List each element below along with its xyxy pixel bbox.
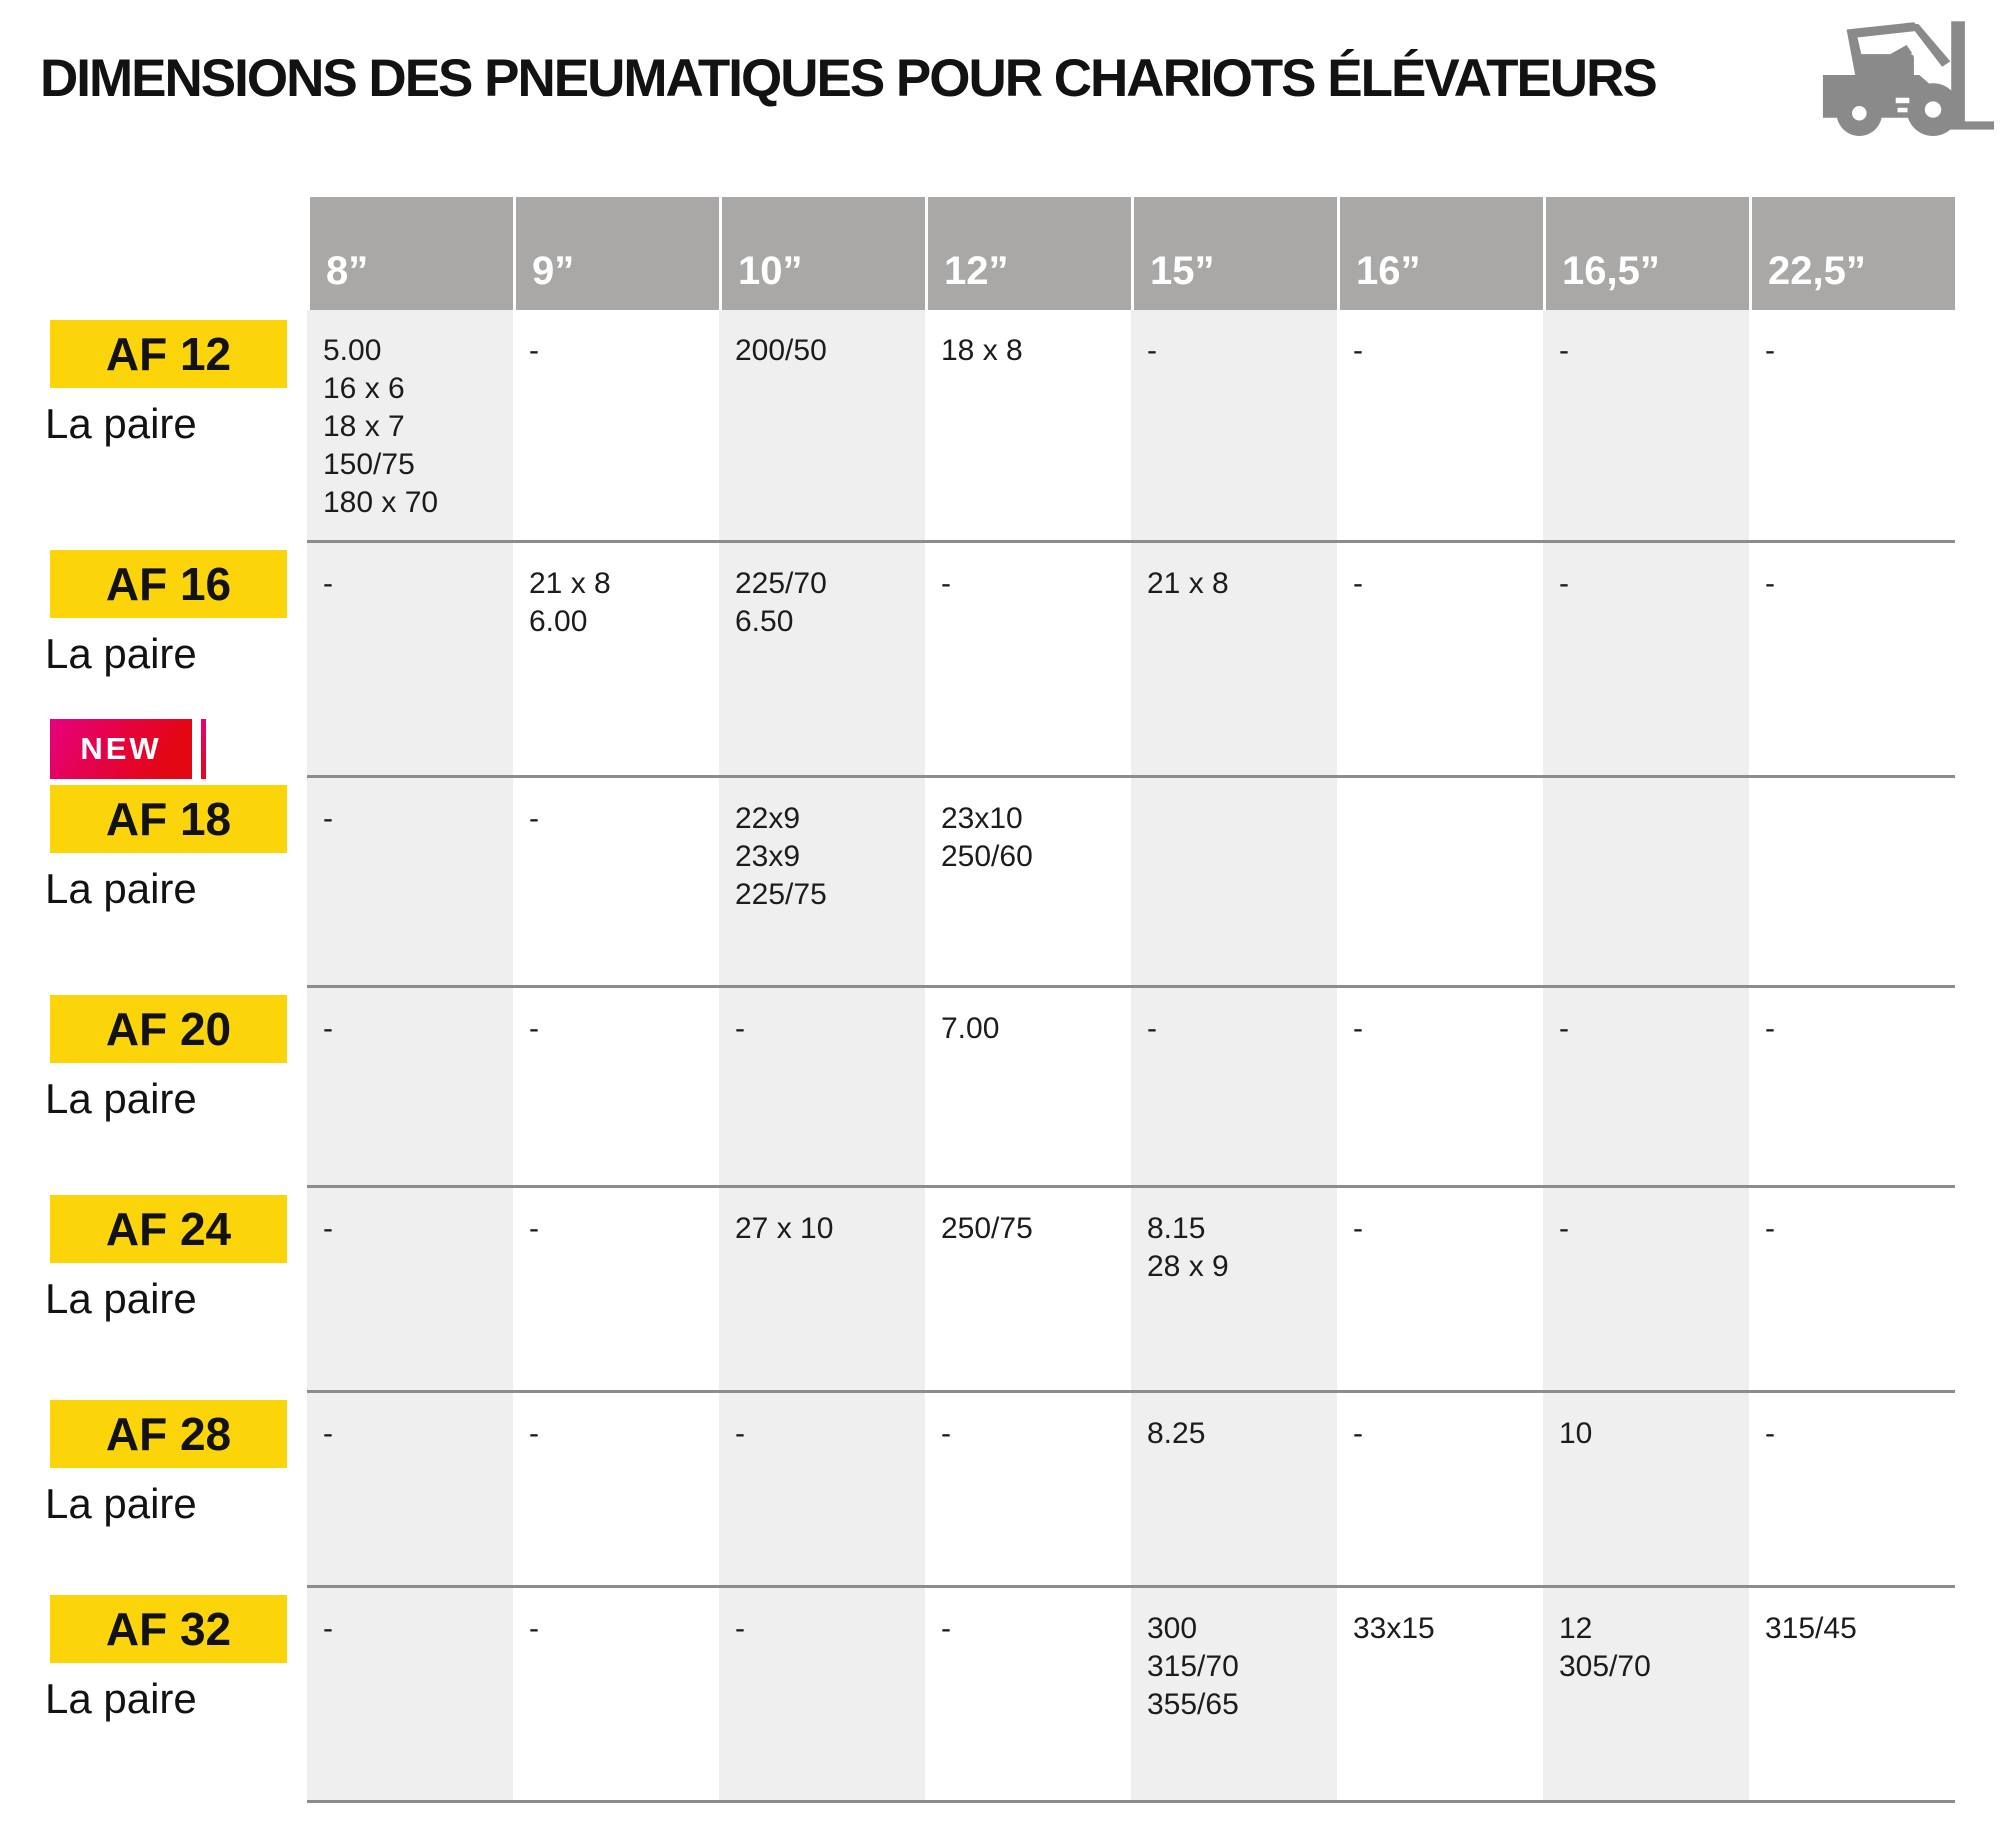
product-label-af-20: AF 20 La paire (40, 985, 307, 1185)
column-header-16in: 16” (1337, 197, 1543, 310)
cell-af16-12in: - (925, 540, 1131, 775)
product-label-af-12: AF 12 La paire (40, 310, 307, 540)
column-header-15in: 15” (1131, 197, 1337, 310)
cell-af12-16in: - (1337, 310, 1543, 540)
cell-af32-22-5in: 315/45 (1749, 1585, 1955, 1803)
cell-af28-16-5in: 10 (1543, 1390, 1749, 1585)
cell-af20-9in: - (513, 985, 719, 1185)
cell-af16-10in: 225/70 6.50 (719, 540, 925, 775)
cell-af24-16in: - (1337, 1185, 1543, 1390)
cell-af28-15in: 8.25 (1131, 1390, 1337, 1585)
cell-af24-8in: - (307, 1185, 513, 1390)
product-badge: AF 12 (50, 320, 287, 388)
cell-af20-22-5in: - (1749, 985, 1955, 1185)
product-sublabel: La paire (45, 1480, 197, 1527)
cell-af18-10in: 22x9 23x9 225/75 (719, 775, 925, 985)
cell-af20-12in: 7.00 (925, 985, 1131, 1185)
cell-af32-16-5in: 12 305/70 (1543, 1585, 1749, 1803)
cell-af16-22-5in: - (1749, 540, 1955, 775)
cell-af18-16in (1337, 775, 1543, 985)
cell-af12-10in: 200/50 (719, 310, 925, 540)
cell-af16-16-5in: - (1543, 540, 1749, 775)
cell-af20-15in: - (1131, 985, 1337, 1185)
cell-af18-12in: 23x10 250/60 (925, 775, 1131, 985)
product-sublabel: La paire (45, 1075, 197, 1122)
cell-af12-12in: 18 x 8 (925, 310, 1131, 540)
product-badge: AF 16 (50, 550, 287, 618)
cell-af20-16-5in: - (1543, 985, 1749, 1185)
new-badge: NEW (50, 719, 206, 779)
cell-af32-16in: 33x15 (1337, 1585, 1543, 1803)
cell-af18-9in: - (513, 775, 719, 985)
product-label-af-28: AF 28 La paire (40, 1390, 307, 1585)
cell-af32-15in: 300 315/70 355/65 (1131, 1585, 1337, 1803)
cell-af28-22-5in: - (1749, 1390, 1955, 1585)
product-sublabel: La paire (45, 865, 197, 912)
page-title: DIMENSIONS DES PNEUMATIQUES POUR CHARIOT… (40, 49, 1658, 108)
column-header-16-5in: 16,5” (1543, 197, 1749, 310)
cell-af16-8in: - (307, 540, 513, 775)
cell-af24-15in: 8.15 28 x 9 (1131, 1185, 1337, 1390)
cell-af28-8in: - (307, 1390, 513, 1585)
column-header-22-5in: 22,5” (1749, 197, 1955, 310)
product-label-af-32: AF 32 La paire (40, 1585, 307, 1803)
column-header-9in: 9” (513, 197, 719, 310)
cell-af12-15in: - (1131, 310, 1337, 540)
cell-af20-8in: - (307, 985, 513, 1185)
cell-af32-12in: - (925, 1585, 1131, 1803)
cell-af20-10in: - (719, 985, 925, 1185)
column-header-8in: 8” (307, 197, 513, 310)
new-badge-stripe (201, 719, 206, 779)
cell-af32-8in: - (307, 1585, 513, 1803)
cell-af32-9in: - (513, 1585, 719, 1803)
product-badge: AF 32 (50, 1595, 287, 1663)
cell-af28-9in: - (513, 1390, 719, 1585)
cell-af16-16in: - (1337, 540, 1543, 775)
cell-af24-9in: - (513, 1185, 719, 1390)
cell-af12-9in: - (513, 310, 719, 540)
product-sublabel: La paire (45, 630, 197, 677)
cell-af18-8in: - (307, 775, 513, 985)
cell-af18-16-5in (1543, 775, 1749, 985)
cell-af16-9in: 21 x 8 6.00 (513, 540, 719, 775)
product-label-af-18: NEW AF 18 La paire (40, 719, 307, 985)
cell-af24-22-5in: - (1749, 1185, 1955, 1390)
cell-af18-22-5in (1749, 775, 1955, 985)
cell-af28-16in: - (1337, 1390, 1543, 1585)
tire-dimensions-table: 8” 9” 10” 12” 15” 16” 16,5” 22,5” AF 12 … (40, 197, 1955, 1803)
cell-af28-10in: - (719, 1390, 925, 1585)
cell-af24-12in: 250/75 (925, 1185, 1131, 1390)
cell-af20-16in: - (1337, 985, 1543, 1185)
cell-af28-12in: - (925, 1390, 1131, 1585)
cell-af24-16-5in: - (1543, 1185, 1749, 1390)
column-header-10in: 10” (719, 197, 925, 310)
cell-af18-15in (1131, 775, 1337, 985)
product-badge: AF 18 (50, 785, 287, 853)
header-corner-cell (40, 197, 307, 310)
cell-af12-8in: 5.00 16 x 6 18 x 7 150/75 180 x 70 (307, 310, 513, 540)
cell-af32-10in: - (719, 1585, 925, 1803)
product-badge: AF 20 (50, 995, 287, 1063)
cell-af16-15in: 21 x 8 (1131, 540, 1337, 775)
cell-af24-10in: 27 x 10 (719, 1185, 925, 1390)
product-sublabel: La paire (45, 400, 197, 447)
forklift-icon (1822, 21, 1994, 136)
product-sublabel: La paire (45, 1275, 197, 1322)
cell-af12-16-5in: - (1543, 310, 1749, 540)
product-label-af-24: AF 24 La paire (40, 1185, 307, 1390)
column-header-12in: 12” (925, 197, 1131, 310)
cell-af12-22-5in: - (1749, 310, 1955, 540)
product-sublabel: La paire (45, 1675, 197, 1722)
product-badge: AF 28 (50, 1400, 287, 1468)
product-badge: AF 24 (50, 1195, 287, 1263)
